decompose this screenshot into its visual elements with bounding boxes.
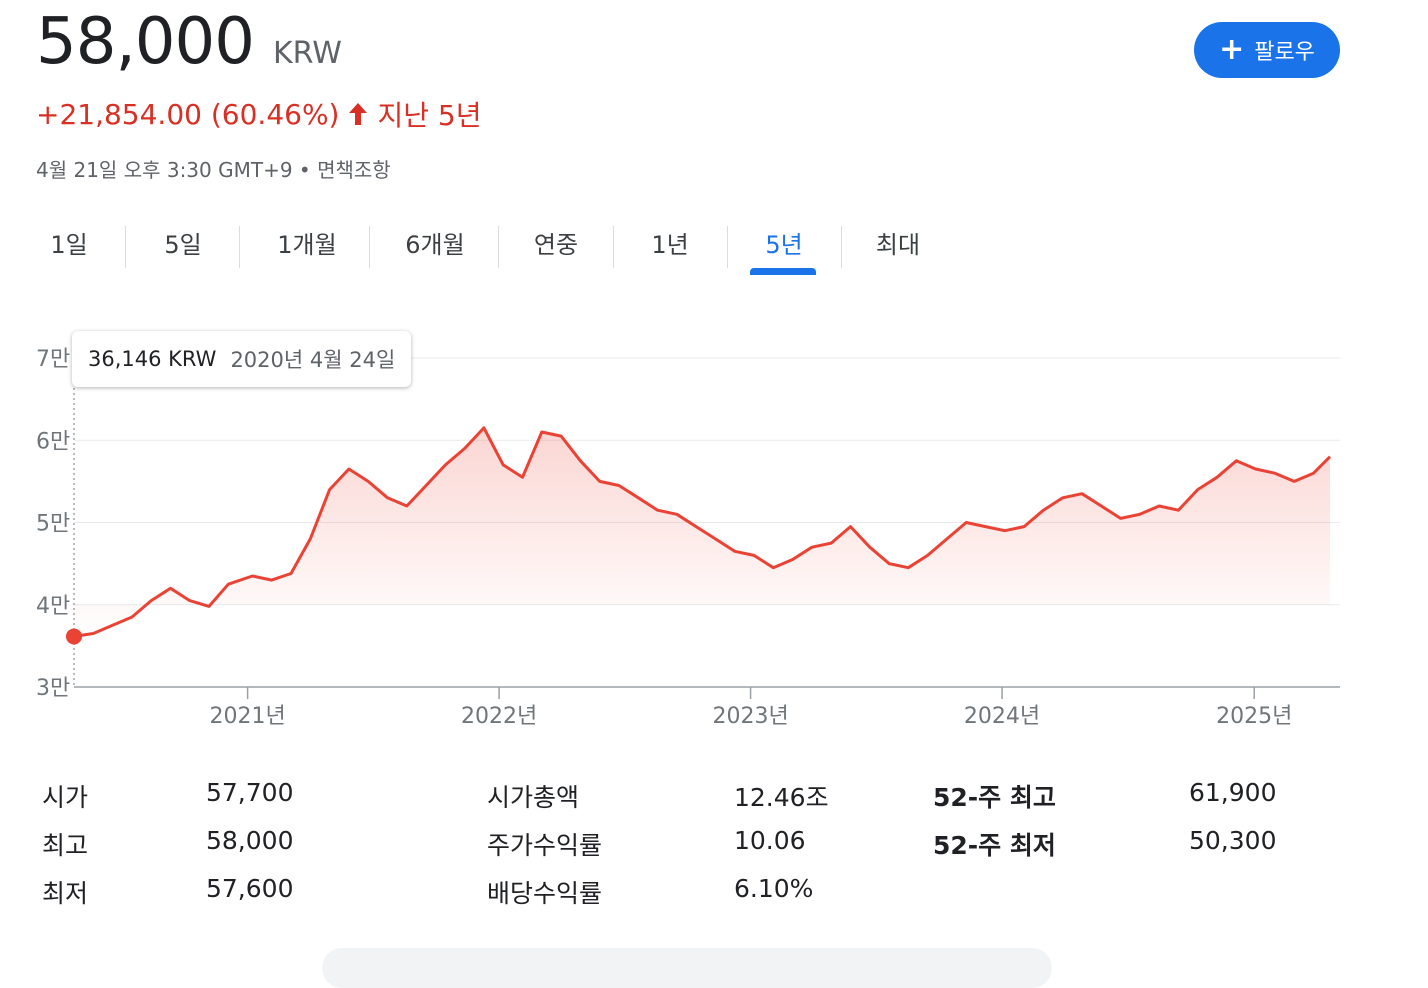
stat-value-open: 57,700: [206, 778, 294, 807]
tab-max[interactable]: 최대: [875, 231, 921, 259]
tooltip-date: 2020년 4월 24일: [230, 348, 396, 372]
stat-label-52w-low: 52-주 최저: [933, 831, 1056, 860]
price-change: +21,854.00 (60.46%) 지난 5년: [36, 94, 481, 134]
stat-value-pe-ratio: 10.06: [734, 826, 806, 855]
tab-1d[interactable]: 1일: [50, 231, 88, 259]
tab-divider: [613, 226, 614, 268]
follow-label: 팔로우: [1254, 40, 1315, 65]
stat-value-52w-low: 50,300: [1189, 826, 1277, 855]
chart-tooltip: 36,146 KRW 2020년 4월 24일: [72, 331, 412, 387]
stat-value-dividend-yield: 6.10%: [734, 874, 814, 903]
stat-value-low: 57,600: [206, 874, 294, 903]
tab-ytd[interactable]: 연중: [533, 231, 579, 259]
tab-divider: [727, 226, 728, 268]
tab-divider: [125, 226, 126, 268]
tab-5y[interactable]: 5년: [765, 231, 803, 259]
x-tick-label: 2021년: [210, 704, 286, 729]
tab-1y[interactable]: 1년: [651, 231, 689, 259]
change-value: +21,854.00 (60.46%): [36, 97, 340, 131]
change-period: 지난 5년: [377, 99, 482, 132]
stat-label-open: 시가: [42, 783, 89, 812]
tab-divider: [841, 226, 842, 268]
stat-value-market-cap: 12.46조: [734, 783, 829, 812]
y-tick-label: 3만: [36, 676, 70, 701]
tab-5d[interactable]: 5일: [164, 231, 202, 259]
stock-price: 58,000: [36, 5, 255, 79]
tooltip-value: 36,146 KRW: [88, 347, 217, 371]
x-tick-label: 2022년: [461, 704, 537, 729]
y-tick-label: 4만: [36, 594, 70, 619]
tab-divider: [498, 226, 499, 268]
series-area: [74, 427, 1330, 637]
stat-value-high: 58,000: [206, 826, 294, 855]
tab-6m[interactable]: 6개월: [405, 231, 465, 259]
hover-point: [66, 628, 82, 645]
x-tick-label: 2024년: [964, 704, 1040, 729]
price-chart[interactable]: 7만 6만 5만 4만 3만 2021년 2022년 2023년 2024년 2025년: [0, 320, 1428, 740]
compare-bar[interactable]: [322, 948, 1052, 988]
follow-button[interactable]: + 팔로우: [1194, 22, 1340, 78]
tab-divider: [369, 226, 370, 268]
stat-label-dividend-yield: 배당수익률: [487, 879, 603, 908]
stat-label-high: 최고: [42, 831, 89, 860]
x-tick-label: 2023년: [712, 704, 788, 729]
y-tick-label: 6만: [36, 429, 70, 454]
tab-divider: [239, 226, 240, 268]
x-tick-label: 2025년: [1216, 704, 1292, 729]
stat-label-pe-ratio: 주가수익률: [487, 831, 603, 860]
active-tab-indicator: [750, 268, 816, 275]
y-tick-label: 5만: [36, 512, 70, 537]
y-tick-label: 7만: [36, 347, 70, 372]
stat-label-market-cap: 시가총액: [487, 783, 580, 812]
currency-label: KRW: [273, 36, 342, 71]
series-line: [73, 426, 1332, 638]
stat-label-low: 최저: [42, 879, 89, 908]
timestamp-disclaimer: 4월 21일 오후 3:30 GMT+9 • 면책조항: [36, 158, 391, 182]
arrow-up-icon: [349, 103, 368, 125]
stat-value-52w-high: 61,900: [1189, 778, 1277, 807]
tab-1m[interactable]: 1개월: [277, 231, 337, 259]
plus-icon: +: [1219, 32, 1245, 67]
stat-label-52w-high: 52-주 최고: [933, 783, 1056, 812]
